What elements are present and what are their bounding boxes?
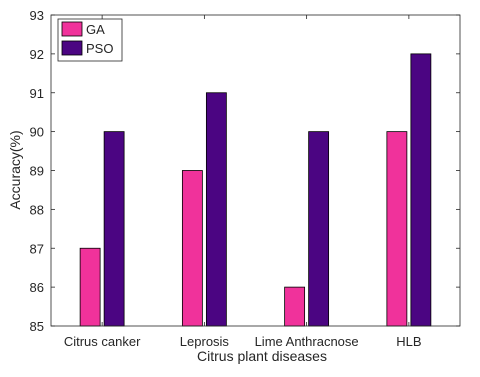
legend-swatch-ga (61, 21, 83, 37)
x-axis-label: Citrus plant diseases (197, 348, 327, 364)
x-tick-label: HLB (396, 334, 421, 349)
legend: GA PSO (57, 18, 123, 62)
bar-pso-3 (410, 53, 432, 327)
x-tick-label: Leprosis (180, 334, 230, 349)
y-tick-label: 89 (30, 164, 44, 179)
y-tick-label: 88 (30, 202, 44, 217)
y-tick-label: 93 (30, 8, 44, 23)
bar-pso-0 (103, 131, 125, 327)
bar-pso-2 (308, 131, 330, 327)
bars-layer (79, 53, 432, 327)
legend-swatch-pso (61, 40, 83, 56)
bar-ga-2 (284, 286, 306, 327)
bar-pso-1 (205, 92, 227, 327)
y-tick-label: 92 (30, 47, 44, 62)
y-tick-label: 85 (30, 319, 44, 334)
x-tick-label: Citrus canker (64, 334, 141, 349)
x-tick-label: Lime Anthracnose (255, 334, 359, 349)
legend-label-ga: GA (86, 22, 105, 37)
y-tick-label: 91 (30, 86, 44, 101)
legend-label-pso: PSO (86, 41, 113, 56)
y-axis-label: Accuracy(%) (7, 130, 23, 209)
bar-ga-1 (181, 170, 203, 327)
y-tick-label: 90 (30, 125, 44, 140)
axes-layer: Citrus canker Leprosis Lime Anthracnose HLB… (30, 8, 461, 349)
bar-ga-3 (386, 131, 408, 327)
y-tick-label: 87 (30, 241, 44, 256)
y-tick-label: 86 (30, 280, 44, 295)
bar-ga-0 (79, 247, 101, 327)
